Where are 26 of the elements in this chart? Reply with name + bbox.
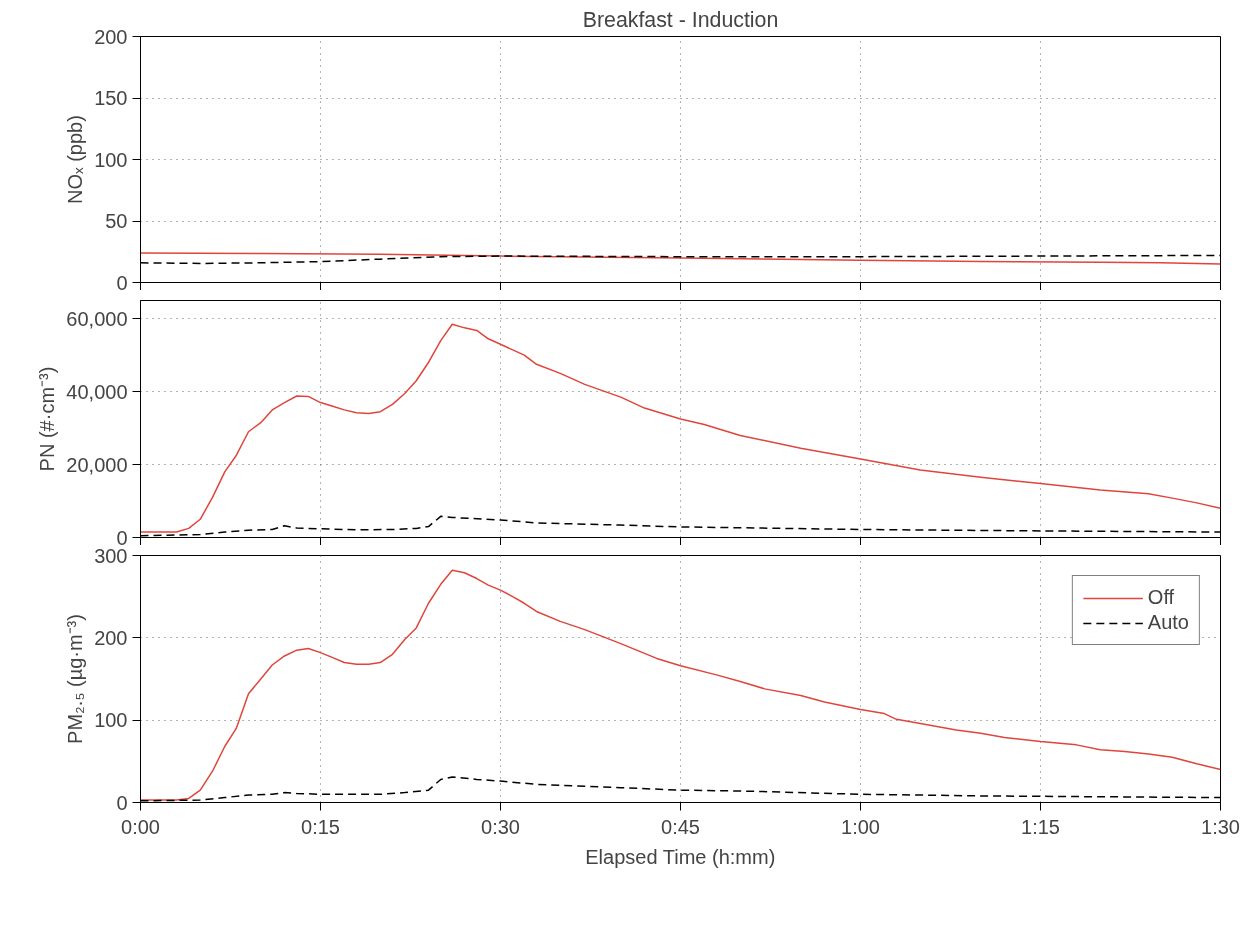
y-tick-label: 100 xyxy=(94,709,128,732)
y-tick-label: 50 xyxy=(105,210,128,232)
y-tick-label: 60,000 xyxy=(66,307,128,330)
x-tick-label: 0:15 xyxy=(301,815,340,838)
y-tick-label: 100 xyxy=(94,148,128,171)
y-tick-label: 20,000 xyxy=(66,453,128,476)
x-tick-label: 1:00 xyxy=(841,815,880,838)
y-tick-label: 200 xyxy=(94,25,128,48)
x-tick-label: 1:15 xyxy=(1021,815,1060,838)
line-series xyxy=(140,323,1221,533)
y-tick-label: 40,000 xyxy=(66,380,128,403)
chart-title: Breakfast - Induction xyxy=(582,7,779,32)
y-tick-label: 0 xyxy=(116,271,128,294)
x-tick-label: 1:30 xyxy=(1201,815,1240,838)
legend-label: Off xyxy=(1147,586,1175,609)
y-axis-title: PM₂.₅ (µg·m⁻³) xyxy=(64,614,87,744)
y-tick-label: 200 xyxy=(94,626,128,649)
y-tick-label: 0 xyxy=(116,791,128,814)
y-tick-label: 150 xyxy=(94,87,128,109)
x-tick-label: 0:00 xyxy=(121,815,160,838)
x-tick-label: 0:45 xyxy=(661,815,700,838)
y-axis-title: NOₓ (ppb) xyxy=(64,115,87,204)
legend-label: Auto xyxy=(1147,611,1189,634)
x-axis-title: Elapsed Time (h:mm) xyxy=(585,845,776,868)
x-tick-label: 0:30 xyxy=(481,815,520,838)
y-axis-title: PN (#·cm⁻³) xyxy=(36,366,59,472)
